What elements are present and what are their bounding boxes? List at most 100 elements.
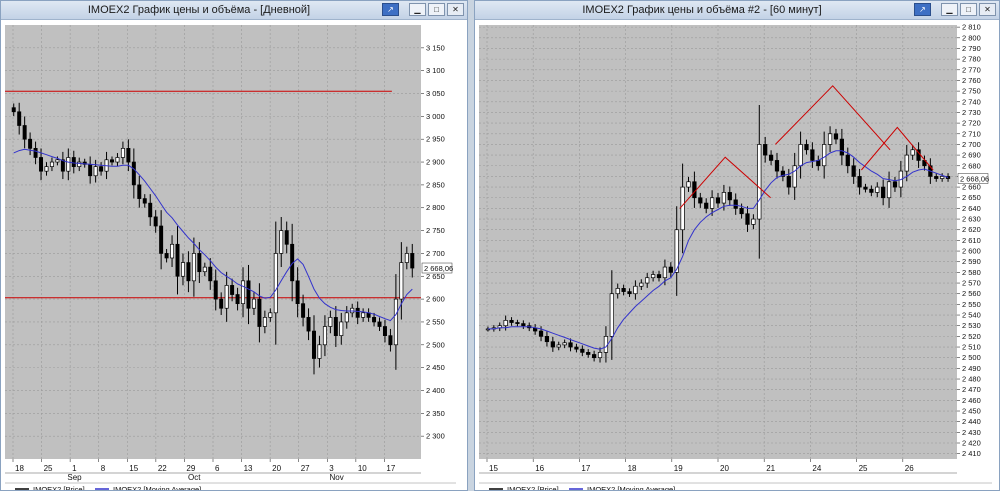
pin-icon[interactable]: ↗: [382, 3, 399, 16]
candle-body: [869, 188, 874, 193]
x-tick-label: 20: [272, 464, 281, 473]
x-tick-label: 25: [859, 464, 868, 473]
y-tick-label: 2 490: [962, 364, 981, 373]
y-tick-label: 2 450: [962, 407, 981, 416]
maximize-button[interactable]: □: [960, 3, 977, 16]
y-tick-label: 2 420: [962, 439, 981, 448]
candle-body: [11, 107, 16, 113]
x-tick-label: 3: [329, 464, 334, 473]
y-tick-label: 2 700: [962, 140, 981, 149]
candle-body: [361, 312, 366, 318]
candle-body: [910, 149, 915, 156]
y-tick-label: 2 580: [962, 268, 981, 277]
minimize-button[interactable]: ▁: [409, 3, 426, 16]
close-button[interactable]: ✕: [979, 3, 996, 16]
candle-body: [17, 111, 22, 126]
candle-body: [592, 354, 597, 359]
candle-body: [175, 243, 180, 277]
y-tick-label: 2 410: [962, 449, 981, 458]
candle-body: [810, 149, 815, 161]
x-tick-label: 15: [129, 464, 138, 473]
candle-body: [586, 352, 591, 355]
candle-body: [774, 160, 780, 172]
y-tick-label: 2 520: [962, 332, 981, 341]
x-tick-label: 19: [674, 464, 683, 473]
y-tick-label: 2 590: [962, 257, 981, 266]
candle-body: [333, 317, 338, 337]
candle-body: [792, 165, 797, 188]
candle-body: [257, 298, 262, 327]
candle-body: [268, 312, 273, 318]
candle-body: [568, 342, 573, 348]
y-tick-label: 2 610: [962, 236, 981, 245]
candle-body: [306, 317, 311, 332]
candle-body: [251, 298, 256, 309]
y-tick-label: 2 650: [962, 193, 981, 202]
trend-annotation: [679, 156, 771, 209]
minimize-button[interactable]: ▁: [941, 3, 958, 16]
y-tick-label: 2 350: [426, 409, 445, 418]
candle-body: [538, 330, 544, 337]
candle-body: [355, 307, 360, 318]
candle-body: [639, 282, 644, 287]
pin-icon[interactable]: ↗: [914, 3, 931, 16]
y-tick-label: 2 600: [426, 295, 445, 304]
candle-body: [521, 323, 526, 327]
candle-body: [159, 225, 164, 254]
close-button[interactable]: ✕: [447, 3, 464, 16]
x-tick-label: 24: [812, 464, 821, 473]
candle-body: [845, 154, 850, 167]
candle-body: [733, 199, 738, 209]
y-tick-label: 2 460: [962, 396, 981, 405]
candle-body: [721, 192, 727, 204]
candle-body: [44, 166, 49, 172]
y-tick-label: 2 850: [426, 180, 445, 189]
candle-body: [715, 197, 721, 204]
candle-body: [686, 181, 691, 188]
candle-body: [556, 344, 561, 348]
daily-candlestick-chart[interactable]: 2 300 2 350 2 400 2 450 2 500 2 550 2 600 2 650…: [1, 19, 467, 491]
candle-body: [28, 138, 33, 149]
candle-body: [662, 266, 668, 279]
candle-body: [727, 192, 732, 201]
y-tick-label: 2 550: [426, 317, 445, 326]
y-tick-label: 2 400: [426, 386, 445, 395]
y-tick-label: 2 530: [962, 321, 981, 330]
x-tick-label: 25: [44, 464, 53, 473]
candle-body: [739, 208, 744, 215]
candle-body: [186, 262, 191, 282]
x-tick-label: 17: [581, 464, 590, 473]
candle-body: [295, 280, 300, 305]
candle-body: [680, 186, 685, 231]
candle-body: [372, 317, 377, 323]
candle-body: [137, 184, 142, 199]
x-tick-label: 18: [15, 464, 24, 473]
moving-average-line: [13, 148, 413, 322]
y-tick-label: 2 780: [962, 55, 981, 64]
y-tick-label: 2 810: [962, 23, 981, 32]
last-price-box: [957, 173, 989, 184]
candle-body: [322, 326, 327, 346]
y-tick-label: 2 470: [962, 385, 981, 394]
candle-body: [273, 253, 278, 314]
y-tick-label: 3 050: [426, 89, 445, 98]
trend-annotation: [775, 85, 891, 151]
candle-body: [148, 202, 153, 218]
x-tick-label: 6: [215, 464, 220, 473]
y-tick-label: 2 450: [426, 363, 445, 372]
candle-body: [213, 280, 218, 300]
x-tick-label: 20: [720, 464, 729, 473]
candle-body: [93, 166, 98, 177]
candle-body: [22, 125, 27, 140]
candle-body: [170, 243, 175, 259]
y-tick-label: 2 300: [426, 432, 445, 441]
window-titlebar: IMOEX2 График цены и объёма #2 - [60 мин…: [475, 1, 999, 20]
y-tick-label: 2 650: [426, 272, 445, 281]
candle-body: [66, 157, 71, 172]
candle-body: [768, 154, 774, 161]
y-tick-label: 2 760: [962, 76, 981, 85]
candle-body: [934, 176, 939, 179]
y-tick-label: 2 800: [426, 203, 445, 212]
maximize-button[interactable]: □: [428, 3, 445, 16]
